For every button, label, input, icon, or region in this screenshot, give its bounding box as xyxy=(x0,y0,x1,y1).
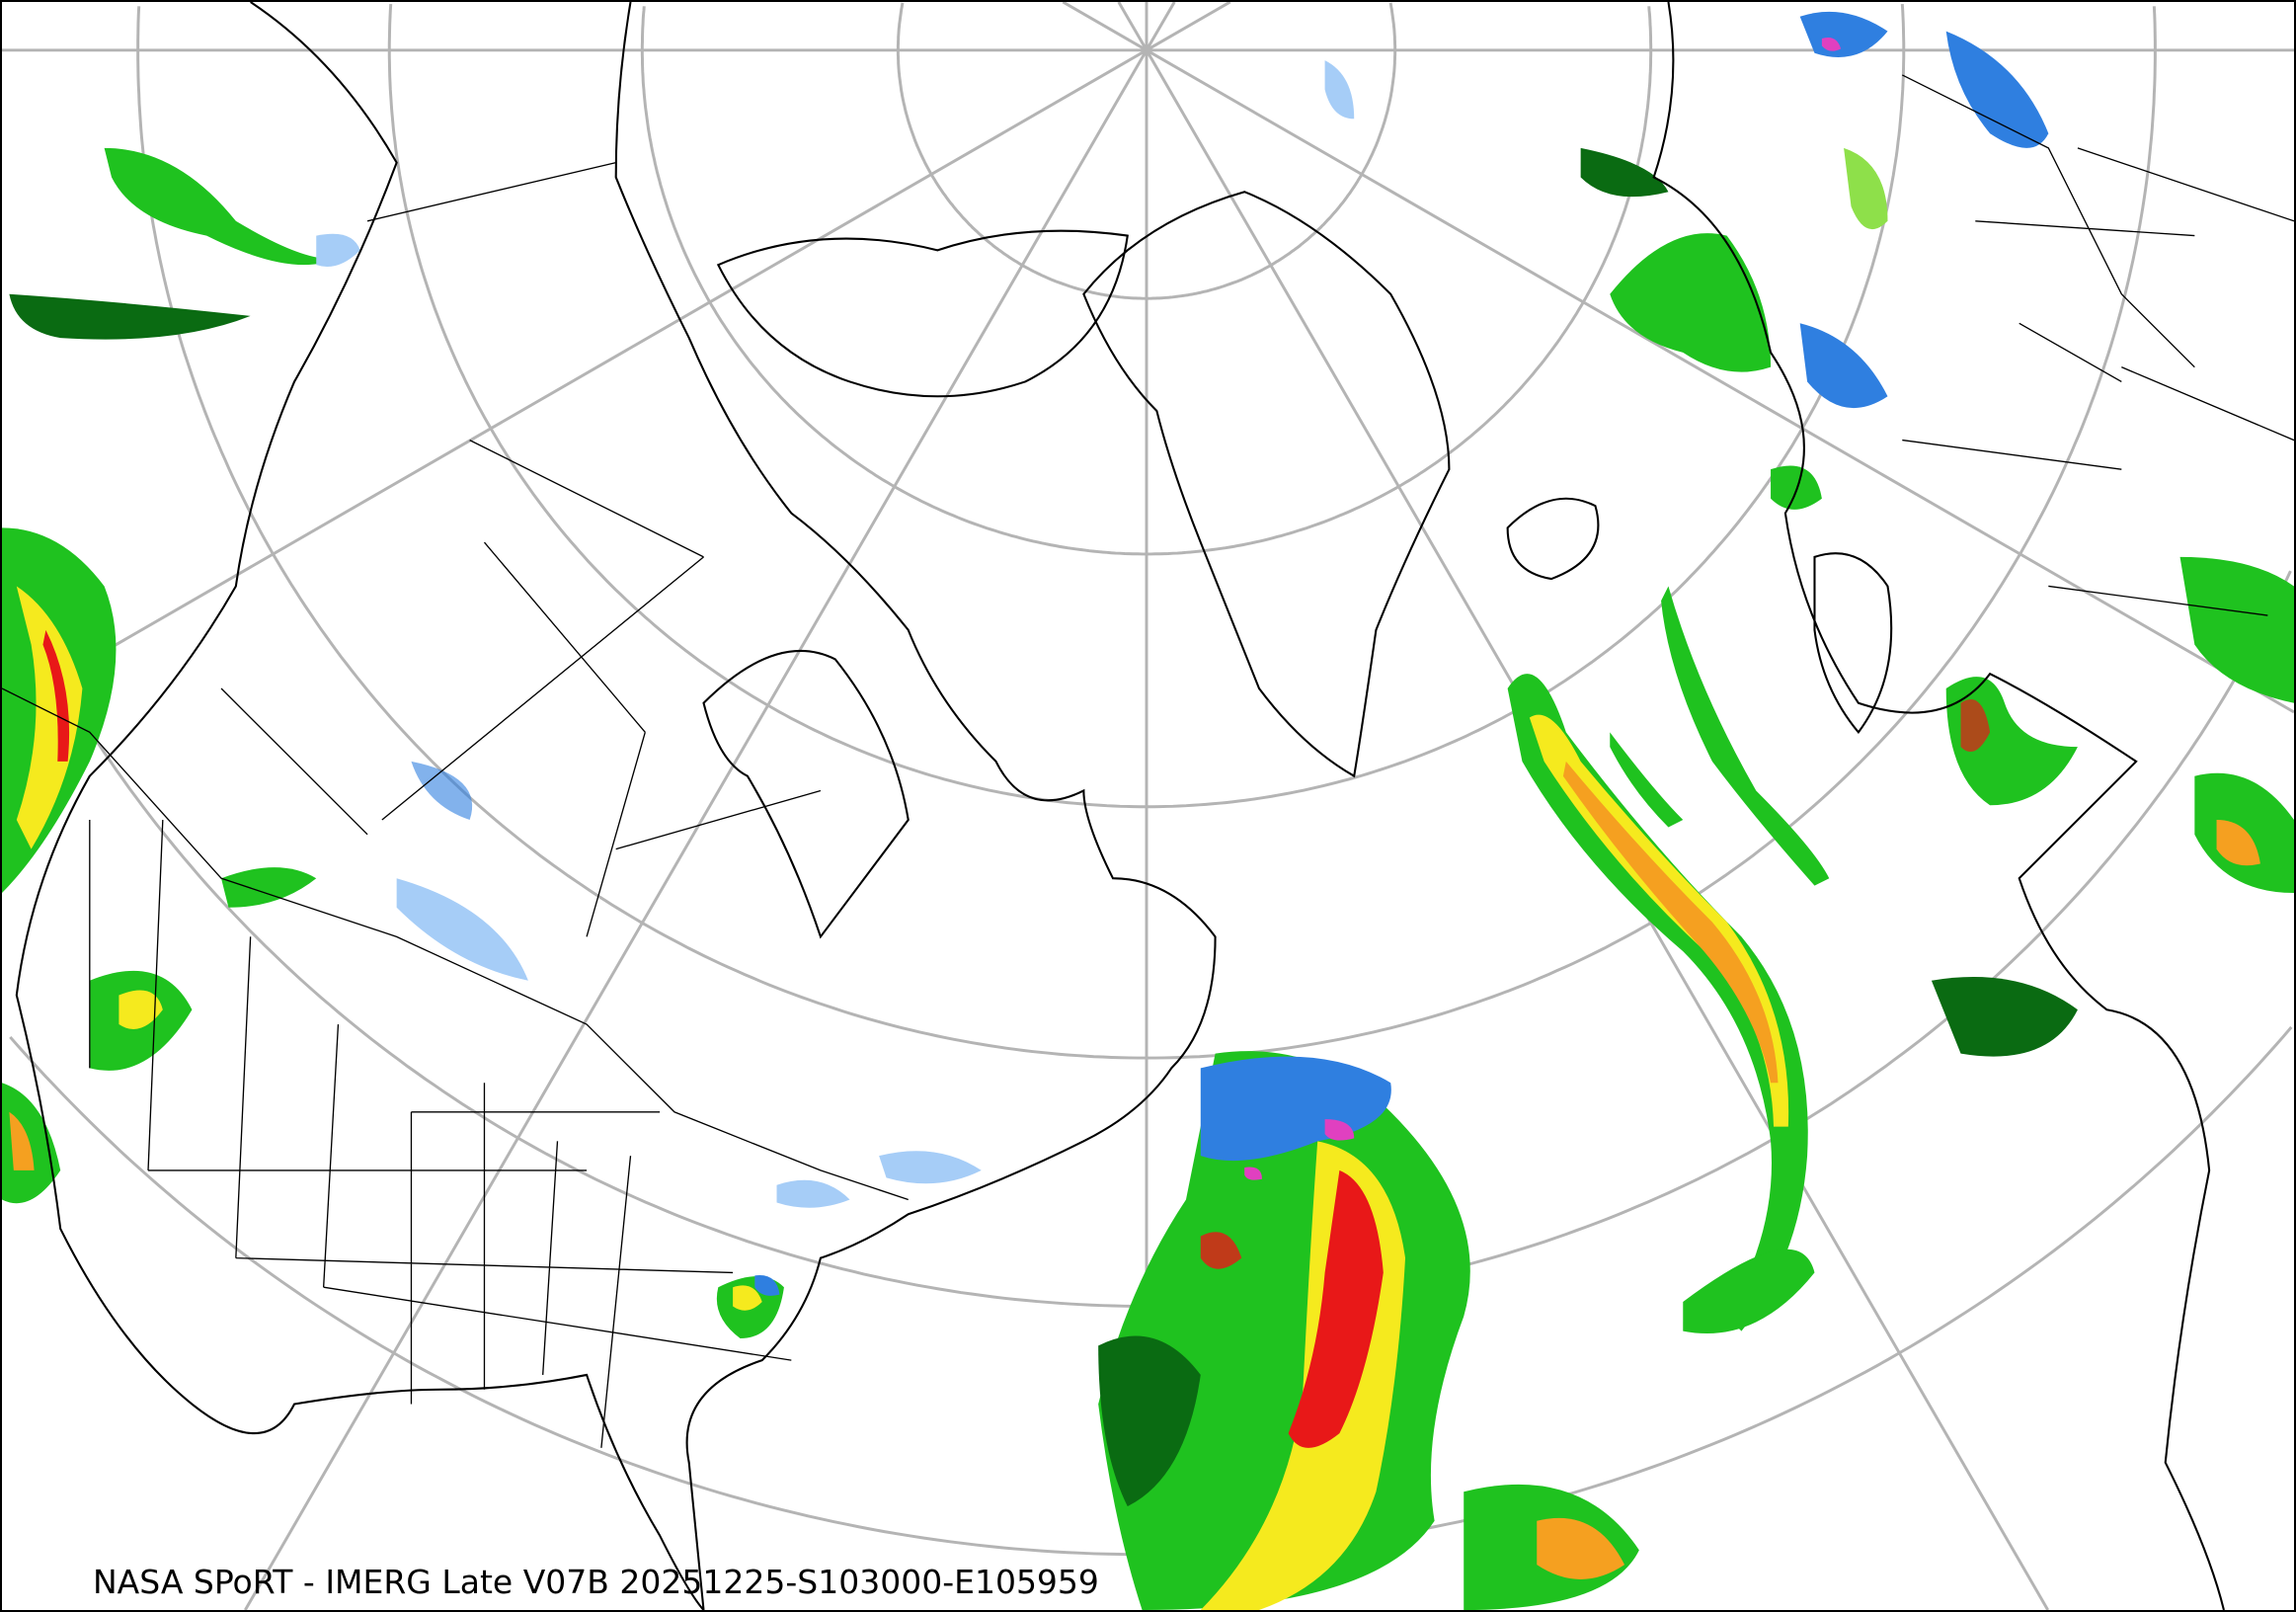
latitude-circle xyxy=(387,3,1906,809)
british-isles xyxy=(1813,552,1893,734)
iceland xyxy=(1506,497,1600,581)
meridian-line xyxy=(2,48,1148,712)
latitude-circle xyxy=(136,6,2157,1060)
latitude-circle xyxy=(896,2,1397,300)
hudson-bay xyxy=(702,649,910,939)
precipitation xyxy=(2,11,2294,1610)
state-lines xyxy=(89,820,792,1448)
north-america-coast xyxy=(15,2,1217,1610)
meridian-line xyxy=(1146,48,2294,714)
meridian-line xyxy=(1146,2,1231,52)
greenland xyxy=(1082,191,1451,778)
europe-borders xyxy=(1902,74,2294,616)
data-source-caption: NASA SPoRT - IMERG Late V07B 20251225-S1… xyxy=(93,1563,1099,1601)
meridian-line xyxy=(1062,2,1148,52)
meridian-line xyxy=(1145,2,1176,51)
europe-coast xyxy=(1652,2,2225,1610)
meridian-line xyxy=(244,49,1148,1610)
meridian-line xyxy=(1117,2,1148,51)
canada-provinces xyxy=(220,162,822,937)
latitude-circle xyxy=(640,6,1653,556)
canada-us-border xyxy=(2,687,909,1201)
arctic-islands xyxy=(716,229,1129,398)
